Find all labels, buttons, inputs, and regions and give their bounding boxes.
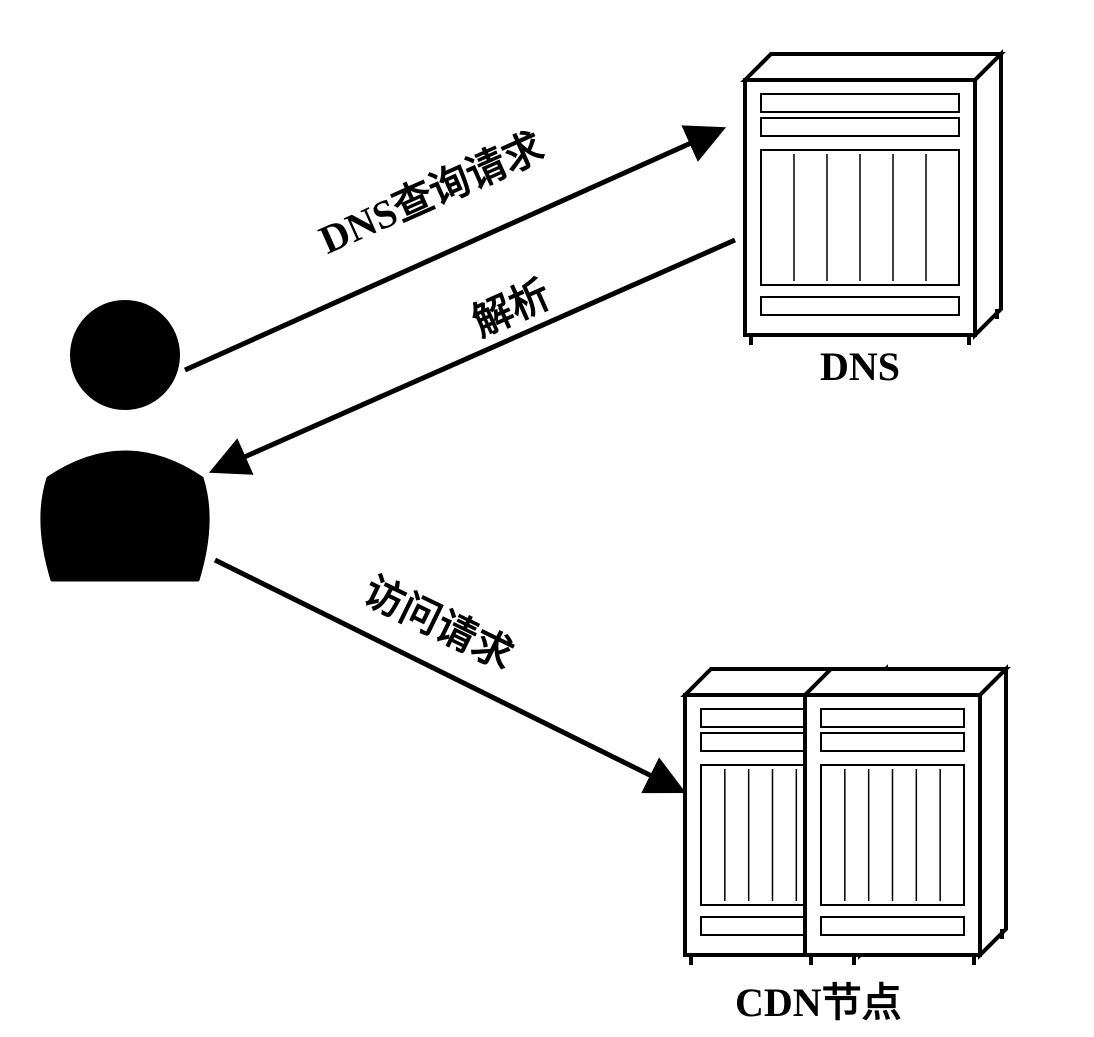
edge-dns-resolve xyxy=(215,240,735,470)
diagram-stage: DNS CDN节点 DNS查询请求 解析 访问请求 xyxy=(0,0,1094,1037)
cdn-label: CDN节点 xyxy=(735,970,902,1028)
dns-label: DNS xyxy=(820,343,900,390)
edges-group xyxy=(185,130,735,790)
dns-server-icon xyxy=(745,54,1001,345)
user-icon xyxy=(42,300,208,580)
nodes-group xyxy=(42,54,1006,965)
diagram-svg xyxy=(0,0,1094,1037)
cdn-servers-icon xyxy=(685,669,1006,965)
